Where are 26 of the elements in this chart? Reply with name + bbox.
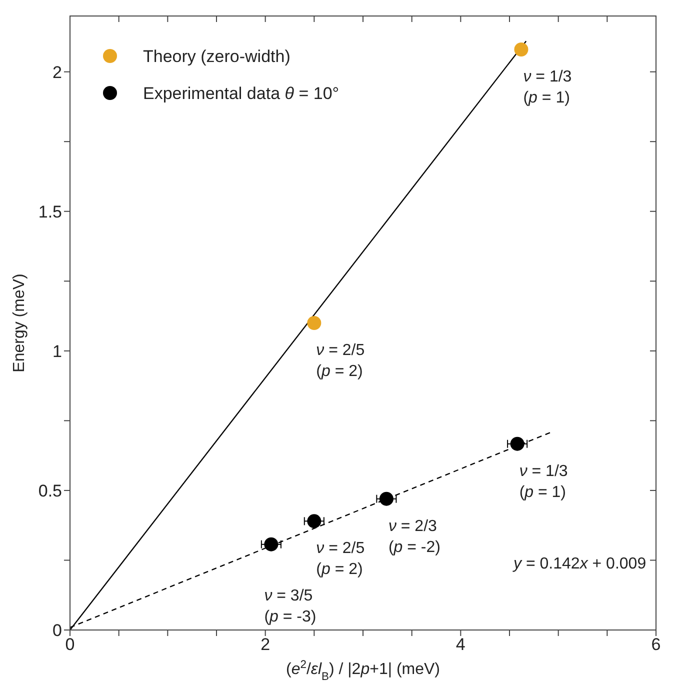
annotation: ν = 2/5 (p = 2) (316, 342, 365, 380)
x-tick-label: 0 (65, 635, 75, 654)
text: (e$^{2}$/εl$_{B}$) / |2p+1| (meV) (286, 659, 440, 683)
x-tick-label: 6 (651, 635, 661, 654)
legend-label: Theory (zero-width) (143, 47, 290, 66)
x-tick-label: 4 (456, 635, 466, 654)
annotation: ν = 3/5 (p = -3) (264, 587, 316, 626)
point (264, 537, 278, 552)
y-tick-label: 0.5 (38, 481, 62, 500)
annotation: y = 0.142x + 0.009 (512, 556, 646, 573)
y-tick-label: 2 (52, 62, 62, 82)
point (514, 42, 528, 56)
y-tick-label: 1.5 (38, 202, 62, 222)
x-tick-label: 2 (260, 635, 270, 654)
y-tick-label: 0 (52, 621, 62, 640)
legend-label: Experimental data θ = 10° (143, 84, 340, 103)
point (510, 436, 524, 451)
annotation: ν = 2/5 (p = 2) (316, 540, 365, 578)
point (379, 492, 394, 506)
y-tick-label: 1 (52, 342, 62, 361)
annotation: ν = 1/3 (p = 1) (519, 462, 568, 501)
point (307, 316, 322, 330)
annotation: ν = 1/3 (p = 1) (523, 68, 572, 106)
annotation: ν = 2/3 (p = -2) (388, 518, 440, 556)
y-axis-title: Energy (meV) (11, 274, 28, 372)
point (307, 514, 322, 528)
